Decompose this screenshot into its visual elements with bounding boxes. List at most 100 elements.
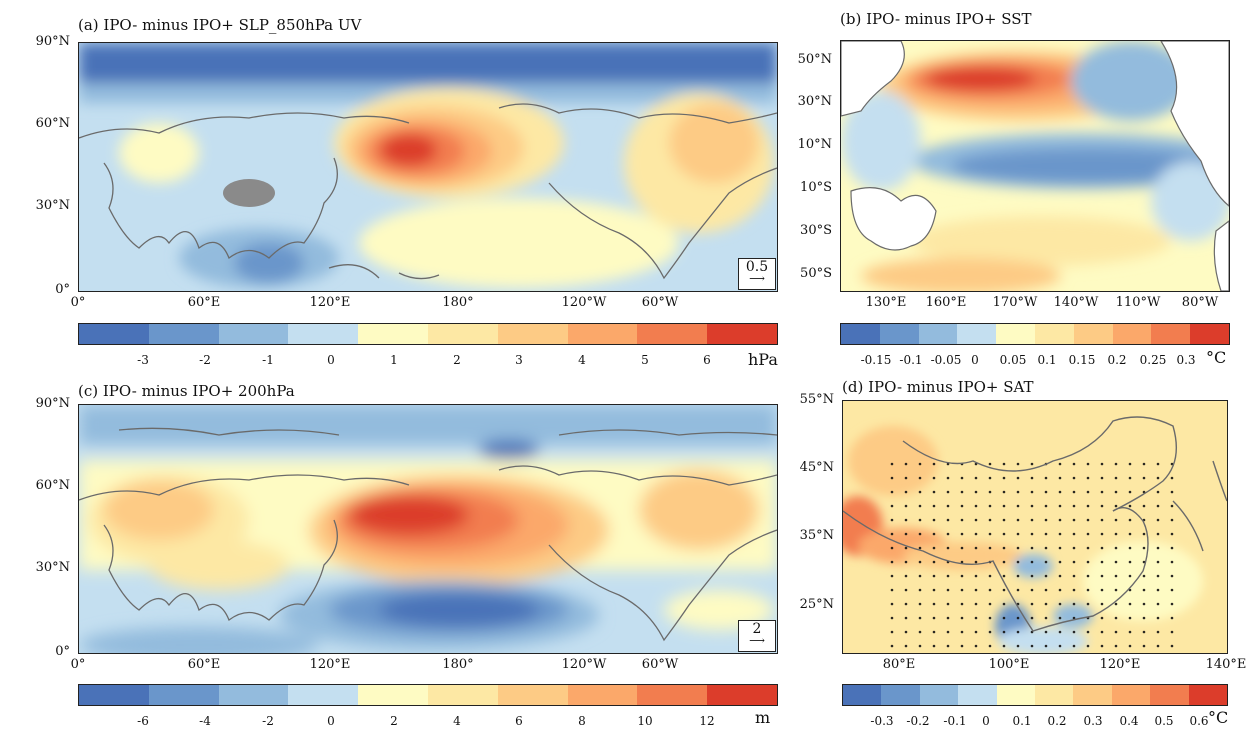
panel-d-colorbar-label: -0.2 bbox=[906, 714, 930, 728]
panel-c-xtick-180: 180° bbox=[442, 657, 474, 672]
panel-d-ytick-55n: 55°N bbox=[799, 392, 834, 407]
panel-a-reference-vector: 0.5 ⟶ bbox=[738, 258, 776, 290]
panel-b-ytick-10n: 10°N bbox=[797, 137, 832, 152]
colorbar-swatch bbox=[218, 685, 289, 705]
panel-c-colorbar-label: -4 bbox=[199, 714, 211, 728]
colorbar-swatch bbox=[1034, 324, 1074, 344]
colorbar-swatch bbox=[1188, 685, 1228, 705]
panel-d-ytick-25n: 25°N bbox=[799, 597, 834, 612]
colorbar-swatch bbox=[1150, 685, 1189, 705]
colorbar-swatch bbox=[1190, 324, 1229, 344]
arrow-icon: ⟶ bbox=[749, 272, 765, 285]
panel-c-ytick-90n: 90°N bbox=[35, 396, 70, 411]
colorbar-swatch bbox=[919, 685, 959, 705]
panel-b-colorbar-label: -0.05 bbox=[930, 353, 962, 367]
colorbar-swatch bbox=[358, 324, 428, 344]
panel-c-ytick-60n: 60°N bbox=[35, 478, 70, 493]
panel-a-colorbar-unit: hPa bbox=[748, 350, 778, 369]
panel-d-colorbar-label: 0.4 bbox=[1119, 714, 1139, 728]
panel-b-colorbar-unit: °C bbox=[1206, 348, 1227, 367]
panel-b-xtick-170w: 170°W bbox=[992, 295, 1038, 310]
panel-b-xtick-80w: 80°W bbox=[1181, 295, 1219, 310]
colorbar-swatch bbox=[1111, 685, 1151, 705]
panel-b-colorbar-label: 0.15 bbox=[1068, 353, 1096, 367]
panel-c-colorbar bbox=[78, 684, 778, 706]
panel-c-ytick-30n: 30°N bbox=[35, 560, 70, 575]
colorbar-swatch bbox=[79, 685, 149, 705]
panel-d-title: (d) IPO- minus IPO+ SAT bbox=[842, 378, 1034, 396]
panel-d-colorbar-label: 0.3 bbox=[1083, 714, 1103, 728]
colorbar-swatch bbox=[637, 685, 708, 705]
panel-b-colorbar-label: -0.1 bbox=[899, 353, 923, 367]
colorbar-swatch bbox=[1112, 324, 1152, 344]
panel-a-colorbar-label: 3 bbox=[515, 353, 523, 367]
panel-a-colorbar-label: 0 bbox=[327, 353, 335, 367]
panel-a-xtick-120e: 120°E bbox=[309, 295, 351, 310]
panel-d-map bbox=[842, 400, 1228, 654]
colorbar-swatch bbox=[881, 685, 920, 705]
panel-d-xtick-140e: 140°E bbox=[1205, 657, 1247, 672]
panel-b-map bbox=[840, 40, 1230, 292]
panel-a-xtick-180: 180° bbox=[442, 295, 474, 310]
colorbar-swatch bbox=[1035, 685, 1074, 705]
panel-a-ytick-30n: 30°N bbox=[35, 198, 70, 213]
panel-c-colorbar-label: 2 bbox=[390, 714, 398, 728]
colorbar-swatch bbox=[1073, 324, 1113, 344]
panel-b-ytick-50s: 50°S bbox=[800, 266, 832, 281]
panel-b-colorbar-label: 0 bbox=[971, 353, 979, 367]
colorbar-swatch bbox=[707, 324, 777, 344]
panel-a-colorbar-label: 4 bbox=[578, 353, 586, 367]
colorbar-swatch bbox=[1151, 324, 1191, 344]
panel-b-colorbar bbox=[840, 323, 1230, 345]
panel-c-colorbar-label: 6 bbox=[515, 714, 523, 728]
panel-d-xtick-100e: 100°E bbox=[988, 657, 1030, 672]
colorbar-swatch bbox=[567, 324, 638, 344]
panel-a-map bbox=[78, 42, 778, 292]
colorbar-swatch bbox=[427, 685, 498, 705]
colorbar-swatch bbox=[497, 324, 568, 344]
panel-b-colorbar-label: 0.2 bbox=[1107, 353, 1127, 367]
panel-a-colorbar-label: 5 bbox=[641, 353, 649, 367]
panel-b-ytick-50n: 50°N bbox=[797, 52, 832, 67]
colorbar-swatch bbox=[841, 324, 880, 344]
colorbar-swatch bbox=[707, 685, 777, 705]
panel-a-colorbar bbox=[78, 323, 778, 345]
panel-c-colorbar-label: -2 bbox=[262, 714, 274, 728]
panel-d-colorbar-unit: °C bbox=[1208, 708, 1229, 727]
panel-a-colorbar-label: -1 bbox=[262, 353, 274, 367]
panel-c-reference-vector-value: 2 bbox=[752, 621, 762, 637]
colorbar-swatch bbox=[288, 324, 359, 344]
colorbar-swatch bbox=[918, 324, 958, 344]
colorbar-swatch bbox=[288, 685, 359, 705]
panel-a-ytick-0: 0° bbox=[55, 282, 70, 297]
panel-d-colorbar-label: 0.1 bbox=[1012, 714, 1032, 728]
panel-b-colorbar-label: 0.1 bbox=[1037, 353, 1057, 367]
panel-d-colorbar bbox=[842, 684, 1228, 706]
colorbar-swatch bbox=[358, 685, 428, 705]
colorbar-swatch bbox=[79, 324, 149, 344]
panel-c-colorbar-label: -6 bbox=[137, 714, 149, 728]
panel-c-colorbar-label: 8 bbox=[578, 714, 586, 728]
panel-a-colorbar-label: 2 bbox=[453, 353, 461, 367]
panel-c-xtick-120e: 120°E bbox=[309, 657, 351, 672]
panel-c-colorbar-label: 10 bbox=[637, 714, 653, 728]
colorbar-swatch bbox=[567, 685, 638, 705]
colorbar-swatch bbox=[958, 685, 997, 705]
panel-a-ytick-60n: 60°N bbox=[35, 116, 70, 131]
colorbar-swatch bbox=[497, 685, 568, 705]
colorbar-swatch bbox=[996, 685, 1036, 705]
panel-b-xtick-130e: 130°E bbox=[865, 295, 907, 310]
panel-b-title: (b) IPO- minus IPO+ SST bbox=[840, 10, 1032, 28]
panel-c-reference-vector: 2 ⟶ bbox=[738, 620, 776, 652]
panel-c-colorbar-label: 0 bbox=[327, 714, 335, 728]
colorbar-swatch bbox=[996, 324, 1035, 344]
panel-d-colorbar-label: 0.2 bbox=[1047, 714, 1067, 728]
panel-a-reference-vector-value: 0.5 bbox=[745, 259, 769, 275]
panel-b-ytick-10s: 10°S bbox=[800, 180, 832, 195]
panel-d-colorbar-label: 0 bbox=[982, 714, 990, 728]
panel-d-colorbar-label: 0.6 bbox=[1189, 714, 1209, 728]
panel-b-ytick-30n: 30°N bbox=[797, 94, 832, 109]
panel-d-ytick-45n: 45°N bbox=[799, 460, 834, 475]
panel-d-colorbar-label: -0.1 bbox=[943, 714, 967, 728]
panel-a-colorbar-label: 1 bbox=[390, 353, 398, 367]
